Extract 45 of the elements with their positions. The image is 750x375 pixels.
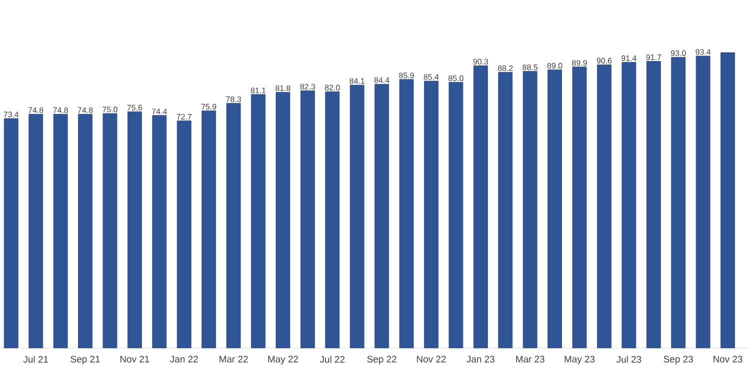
bar	[152, 115, 167, 348]
bar	[522, 71, 538, 348]
x-tick-label: Nov 22	[417, 356, 446, 362]
bar	[4, 118, 18, 348]
bar	[176, 120, 192, 348]
bar	[300, 90, 315, 348]
bar	[78, 114, 92, 348]
bar	[548, 70, 562, 348]
bar	[202, 110, 216, 348]
x-tick-label: Sep 23	[664, 356, 693, 364]
x-tick-label: Mar 22	[220, 356, 248, 362]
bar	[448, 82, 464, 348]
x-tick-label: Nov 23	[714, 356, 742, 362]
bar	[646, 61, 661, 348]
bar	[597, 64, 612, 348]
bar	[28, 114, 44, 348]
bar	[127, 111, 142, 348]
bar	[473, 65, 488, 348]
bar	[572, 66, 587, 348]
bar	[424, 80, 438, 348]
bar	[720, 52, 735, 348]
bar	[671, 57, 686, 348]
bar	[399, 79, 414, 348]
x-tick-label: Jan 23	[466, 356, 494, 362]
x-tick-label: Jul 21	[23, 356, 48, 363]
x-tick-label: Sep 21	[70, 356, 100, 364]
bar	[622, 62, 636, 348]
bar	[102, 113, 118, 348]
x-tick-label: Jul 23	[616, 356, 642, 363]
x-tick-label: May 23	[564, 356, 595, 364]
x-tick-label: Jul 22	[320, 356, 345, 363]
x-tick-label: May 22	[268, 356, 298, 364]
bar	[696, 56, 710, 348]
bar	[251, 94, 266, 348]
bar	[53, 114, 68, 348]
x-tick-label: Jan 22	[170, 356, 198, 362]
bar	[226, 102, 241, 348]
bar	[498, 72, 513, 348]
x-tick-label: Mar 23	[516, 356, 544, 362]
bar	[325, 91, 340, 348]
x-tick-label: Nov 21	[120, 356, 150, 362]
bar	[350, 84, 364, 348]
bar	[374, 84, 389, 348]
x-tick-label: Sep 22	[367, 356, 396, 364]
bar	[276, 92, 290, 348]
